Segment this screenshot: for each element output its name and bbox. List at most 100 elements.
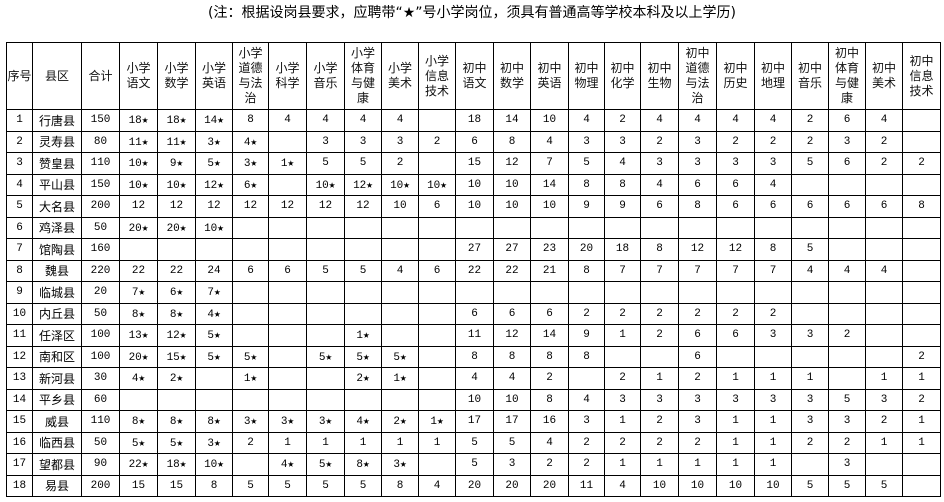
quota-cell: 4 [865, 259, 903, 282]
quota-cell [493, 281, 531, 304]
quota-cell: 8 [568, 173, 605, 196]
quota-cell: 18★ [119, 109, 158, 132]
quota-cell: 4 [306, 109, 345, 132]
column-header: 小学信息技术 [418, 42, 456, 110]
row-number: 13 [6, 367, 33, 390]
quota-cell: 3 [754, 152, 792, 175]
quota-cell [418, 453, 456, 476]
quota-cell: 10★ [195, 453, 233, 476]
quota-cell: 5 [344, 259, 382, 282]
quota-cell [791, 281, 829, 304]
quota-cell: 8 [530, 388, 569, 411]
quota-cell [754, 216, 792, 239]
table-row: 15 威县 110 8★ 8★ 8★ 3★ 3★ 3★ 4★ 2★ 1★ 17 17 16 3 1 2 3 1 1 3 3 2… [6, 410, 941, 433]
row-number: 3 [6, 152, 33, 175]
quota-cell: 5★ [232, 345, 269, 368]
county-name: 易县 [32, 474, 82, 497]
quota-cell [640, 281, 679, 304]
quota-cell: 1 [604, 410, 641, 433]
header-row: 序号 县区 合计 小学语文 小学数学 小学英语 小学道德与法治 小学科学 小学音乐 小学体育与健康… [6, 42, 941, 110]
quota-cell [157, 238, 196, 261]
quota-cell: 1 [418, 431, 456, 454]
table-row: 9 临城县 20 7★ 6★ 7★ [6, 281, 941, 304]
quota-cell: 6 [678, 173, 717, 196]
quota-cell: 10★ [381, 173, 419, 196]
quota-cell: 3 [604, 388, 641, 411]
total-cell: 150 [81, 173, 120, 196]
quota-cell: 20★ [157, 216, 196, 239]
quota-cell: 5 [344, 474, 382, 497]
column-header: 初中音乐 [791, 42, 829, 110]
quota-cell [902, 281, 941, 304]
quota-cell [381, 281, 419, 304]
quota-cell: 10 [493, 173, 531, 196]
quota-cell: 4 [754, 109, 792, 132]
row-number: 8 [6, 259, 33, 282]
table-row: 1 行唐县 150 18★ 18★ 14★ 8 4 4 4 4 18 14 10 4 2 4 4 4 4 2 6 4 [6, 109, 941, 132]
quota-cell: 2 [530, 367, 569, 390]
quota-cell: 16 [530, 410, 569, 433]
quota-cell: 2 [902, 388, 941, 411]
quota-cell: 1★ [344, 324, 382, 347]
quota-cell: 2 [791, 431, 829, 454]
quota-cell: 10 [716, 474, 755, 497]
quota-cell: 5 [791, 474, 829, 497]
quota-cell: 1 [716, 453, 755, 476]
quota-cell [865, 324, 903, 347]
quota-cell: 10 [530, 195, 569, 218]
total-cell: 100 [81, 324, 120, 347]
quota-cell [268, 345, 307, 368]
table-row: 3 赞皇县 110 10★ 9★ 5★ 3★ 1★ 5 5 2 15 12 7 5 4 3 3 3 3 5 6 2 2 [6, 152, 941, 175]
quota-cell: 5 [865, 474, 903, 497]
table-note: (注：根据设岗县要求，应聘带“★”号小学岗位，须具有普通高等学校本科及以上学历) [208, 5, 736, 21]
quota-cell [902, 216, 941, 239]
quota-cell: 4 [716, 109, 755, 132]
quota-cell: 14★ [195, 109, 233, 132]
quota-cell [791, 302, 829, 325]
quota-cell: 5 [232, 474, 269, 497]
quota-cell [418, 152, 456, 175]
quota-cell: 2 [828, 324, 866, 347]
quota-cell: 4 [268, 109, 307, 132]
table-row: 13 新河县 30 4★ 2★ 1★ 2★ 1★ 4 4 2 2 1 2 1 1 1 1 1 [6, 367, 941, 390]
row-number: 6 [6, 216, 33, 239]
quota-cell [865, 216, 903, 239]
column-header: 初中历史 [716, 42, 755, 110]
table-row: 11 任泽区 100 13★ 12★ 5★ 1★ 11 12 14 9 1 2 6 6 3 3 2 [6, 324, 941, 347]
quota-cell: 5 [828, 474, 866, 497]
quota-cell: 27 [455, 238, 494, 261]
quota-cell [306, 367, 345, 390]
quota-cell: 12 [268, 195, 307, 218]
quota-cell: 18 [604, 238, 641, 261]
quota-cell: 5★ [306, 453, 345, 476]
quota-cell [902, 173, 941, 196]
quota-cell: 11 [455, 324, 494, 347]
quota-cell: 8★ [195, 410, 233, 433]
quota-cell: 1 [865, 431, 903, 454]
total-cell: 200 [81, 474, 120, 497]
quota-cell: 10 [640, 474, 679, 497]
quota-cell: 2 [568, 302, 605, 325]
table-row: 17 望都县 90 22★ 18★ 10★ 4★ 5★ 8★ 3★ 5 3 2 2 1 1 1 1 1 3 [6, 453, 941, 476]
quota-cell: 20★ [119, 345, 158, 368]
quota-cell: 6 [455, 302, 494, 325]
quota-cell: 7 [754, 259, 792, 282]
quota-cell: 20 [530, 474, 569, 497]
quota-cell [640, 345, 679, 368]
quota-cell: 21 [530, 259, 569, 282]
quota-cell [344, 238, 382, 261]
quota-cell [865, 281, 903, 304]
quota-cell [232, 281, 269, 304]
quota-cell: 8 [678, 195, 717, 218]
quota-cell: 2 [604, 302, 641, 325]
total-cell: 100 [81, 345, 120, 368]
county-name: 鸡泽县 [32, 216, 82, 239]
row-number: 15 [6, 410, 33, 433]
quota-cell [195, 238, 233, 261]
quota-cell: 7★ [195, 281, 233, 304]
quota-cell: 7 [640, 259, 679, 282]
quota-cell: 4★ [119, 367, 158, 390]
quota-cell [119, 388, 158, 411]
quota-cell [306, 302, 345, 325]
quota-cell [902, 259, 941, 282]
